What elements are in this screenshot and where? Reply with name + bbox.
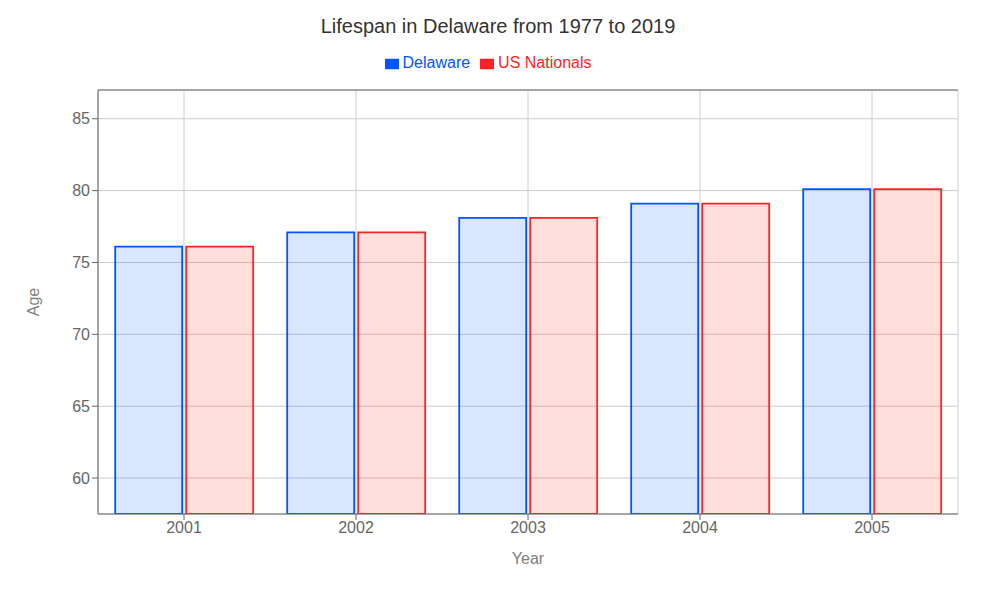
svg-text:2004: 2004 — [682, 519, 718, 536]
svg-text:2003: 2003 — [510, 519, 546, 536]
html-text:Lifespan in Delaware from 1977: Lifespan in Delaware from 1977 to 2019 — [320, 15, 676, 37]
svg-text:2002: 2002 — [338, 519, 374, 536]
svg-text:80: 80 — [72, 182, 90, 199]
svg-text:70: 70 — [72, 326, 90, 343]
svg-text:2001: 2001 — [166, 519, 202, 536]
svg-text:Year: Year — [512, 550, 545, 567]
svg-text:85: 85 — [72, 110, 90, 127]
svg-text:75: 75 — [72, 254, 90, 271]
svg-text:Age: Age — [25, 288, 42, 317]
svg-text:2005: 2005 — [854, 519, 890, 536]
html-text:Delaware: Delaware — [402, 54, 471, 71]
html-text:US Nationals: US Nationals — [498, 54, 592, 71]
svg-text:65: 65 — [72, 398, 90, 415]
svg-text:60: 60 — [72, 470, 90, 487]
